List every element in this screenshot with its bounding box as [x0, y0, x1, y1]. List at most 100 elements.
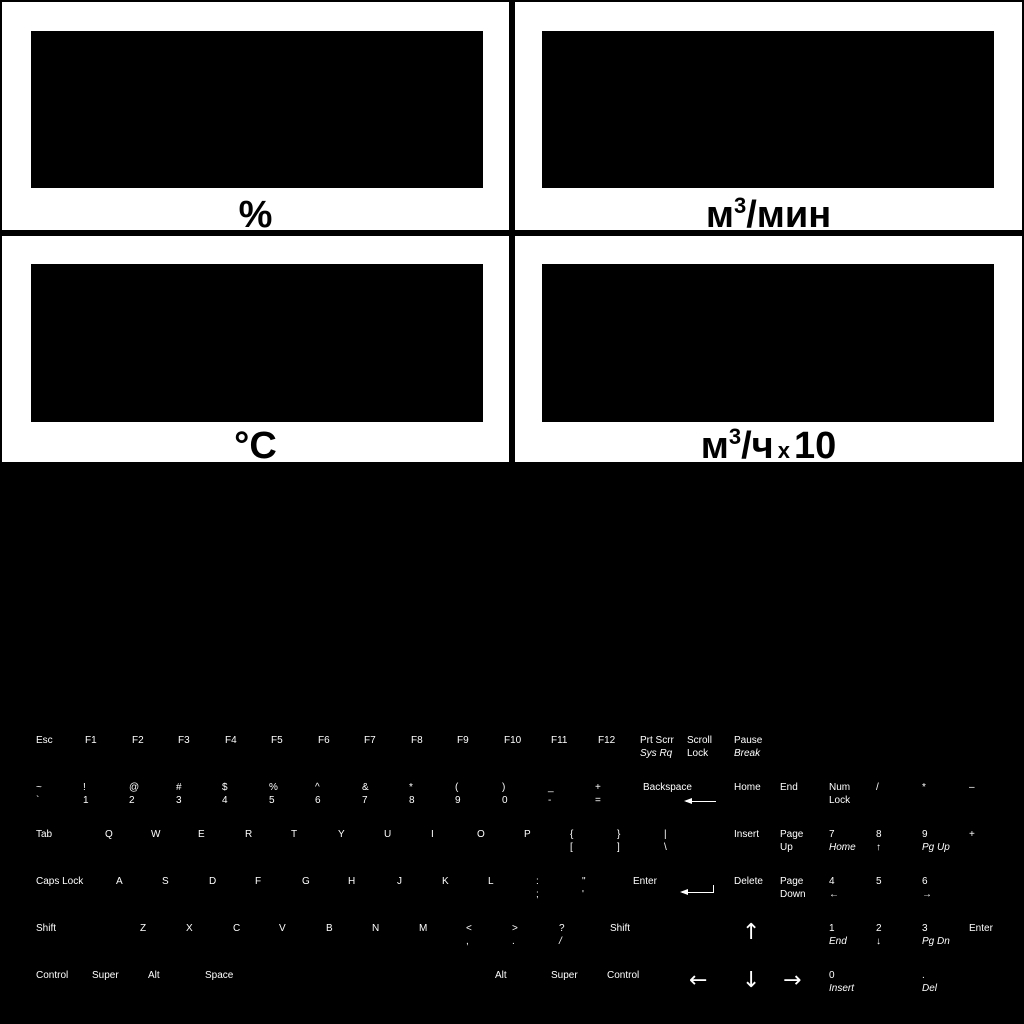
key-numpad-4[interactable]: 4 ←	[829, 876, 839, 900]
key-f7[interactable]: F7	[364, 735, 376, 746]
key-m[interactable]: M	[419, 923, 428, 934]
key-f4[interactable]: F4	[225, 735, 237, 746]
key-comma[interactable]: <,	[466, 923, 472, 947]
key-f9[interactable]: F9	[457, 735, 469, 746]
key-q[interactable]: Q	[105, 829, 113, 840]
key-numpad-8[interactable]: 8 ↑	[876, 829, 882, 853]
key-y[interactable]: Y	[338, 829, 345, 840]
key-space[interactable]: Space	[205, 970, 234, 981]
key-l[interactable]: L	[488, 876, 494, 887]
key-4[interactable]: $4	[222, 782, 228, 806]
key-backslash[interactable]: | \	[664, 829, 667, 853]
key-7[interactable]: & 7	[362, 782, 369, 806]
key-bracket-left[interactable]: {[	[570, 829, 574, 853]
key-f11[interactable]: F11	[551, 735, 568, 746]
key-alt-left[interactable]: Alt	[148, 970, 160, 981]
key-t[interactable]: T	[291, 829, 298, 840]
key-w[interactable]: W	[151, 829, 161, 840]
key-numpad-slash[interactable]: /	[876, 782, 879, 793]
key-6[interactable]: ^ 6	[315, 782, 321, 806]
key-3[interactable]: #3	[176, 782, 182, 806]
key-k[interactable]: K	[442, 876, 449, 887]
key-h[interactable]: H	[348, 876, 356, 887]
key-numpad-3[interactable]: 3 Pg Dn	[922, 923, 950, 947]
key-tilde[interactable]: ~ `	[36, 782, 42, 806]
key-numpad-dot[interactable]: . Del	[922, 970, 938, 994]
key-numpad-star[interactable]: *	[922, 782, 926, 793]
key-scroll-lock[interactable]: Scroll Lock	[687, 735, 713, 759]
key-numpad-7[interactable]: 7 Home	[829, 829, 856, 853]
key-control-left[interactable]: Control	[36, 970, 69, 981]
key-slash[interactable]: ? /	[559, 923, 565, 947]
key-x[interactable]: X	[186, 923, 193, 934]
key-n[interactable]: N	[372, 923, 380, 934]
key-8[interactable]: * 8	[409, 782, 415, 806]
key-insert[interactable]: Insert	[734, 829, 760, 840]
key-page-up[interactable]: Page Up	[780, 829, 804, 853]
key-9[interactable]: (9	[455, 782, 461, 806]
key-u[interactable]: U	[384, 829, 392, 840]
key-f[interactable]: F	[255, 876, 262, 887]
key-minus[interactable]: _ -	[548, 782, 554, 806]
key-i[interactable]: I	[431, 829, 434, 840]
key-print-screen[interactable]: Prt Scrr Sys Rq	[640, 735, 674, 759]
key-numpad-5[interactable]: 5	[876, 876, 882, 887]
key-control-right[interactable]: Control	[607, 970, 640, 981]
key-f5[interactable]: F5	[271, 735, 283, 746]
arrow-down-icon[interactable]: ↓	[742, 968, 761, 993]
key-tab[interactable]: Tab	[36, 829, 53, 840]
key-super-left[interactable]: Super	[92, 970, 119, 981]
key-period[interactable]: >.	[512, 923, 518, 947]
key-page-down[interactable]: Page Down	[780, 876, 806, 900]
arrow-left-icon[interactable]: ←	[689, 968, 708, 993]
key-numpad-2[interactable]: 2 ↓	[876, 923, 882, 947]
key-v[interactable]: V	[279, 923, 286, 934]
key-numpad-1[interactable]: 1 End	[829, 923, 847, 947]
key-f10[interactable]: F10	[504, 735, 522, 746]
key-numpad-plus[interactable]: +	[969, 829, 975, 840]
key-c[interactable]: C	[233, 923, 241, 934]
key-semicolon[interactable]: :;	[536, 876, 539, 900]
key-delete[interactable]: Delete	[734, 876, 763, 887]
key-numpad-6[interactable]: 6 →	[922, 876, 932, 900]
key-b[interactable]: B	[326, 923, 333, 934]
key-a[interactable]: A	[116, 876, 123, 887]
key-home[interactable]: Home	[734, 782, 761, 793]
key-caps-lock[interactable]: Caps Lock	[36, 876, 84, 887]
key-o[interactable]: O	[477, 829, 485, 840]
key-super-right[interactable]: Super	[551, 970, 578, 981]
key-equals[interactable]: + =	[595, 782, 601, 806]
arrow-right-icon[interactable]: →	[783, 968, 802, 993]
key-enter[interactable]: Enter	[633, 876, 657, 887]
key-j[interactable]: J	[397, 876, 402, 887]
key-numpad-minus[interactable]: –	[969, 782, 975, 793]
key-s[interactable]: S	[162, 876, 169, 887]
key-d[interactable]: D	[209, 876, 217, 887]
key-r[interactable]: R	[245, 829, 253, 840]
key-numpad-0[interactable]: 0 Insert	[829, 970, 855, 994]
key-1[interactable]: ! 1	[83, 782, 89, 806]
key-numpad-enter[interactable]: Enter	[969, 923, 993, 934]
key-shift-right[interactable]: Shift	[610, 923, 631, 934]
key-numpad-9[interactable]: 9 Pg Up	[922, 829, 950, 853]
key-e[interactable]: E	[198, 829, 205, 840]
key-z[interactable]: Z	[140, 923, 147, 934]
key-5[interactable]: % 5	[269, 782, 278, 806]
key-f6[interactable]: F6	[318, 735, 330, 746]
key-backspace[interactable]: Backspace	[643, 782, 692, 793]
key-f2[interactable]: F2	[132, 735, 144, 746]
key-f12[interactable]: F12	[598, 735, 616, 746]
key-pause[interactable]: Pause Break	[734, 735, 763, 759]
key-quote[interactable]: " '	[582, 876, 586, 900]
key-end[interactable]: End	[780, 782, 798, 793]
key-esc[interactable]: Esc	[36, 735, 53, 746]
key-alt-right[interactable]: Alt	[495, 970, 507, 981]
key-shift-left[interactable]: Shift	[36, 923, 57, 934]
arrow-up-icon[interactable]: ↑	[742, 920, 761, 945]
key-f3[interactable]: F3	[178, 735, 190, 746]
key-bracket-right[interactable]: }]	[617, 829, 621, 853]
key-p[interactable]: P	[524, 829, 531, 840]
key-g[interactable]: G	[302, 876, 310, 887]
key-num-lock[interactable]: Num Lock	[829, 782, 851, 806]
key-f1[interactable]: F1	[85, 735, 97, 746]
